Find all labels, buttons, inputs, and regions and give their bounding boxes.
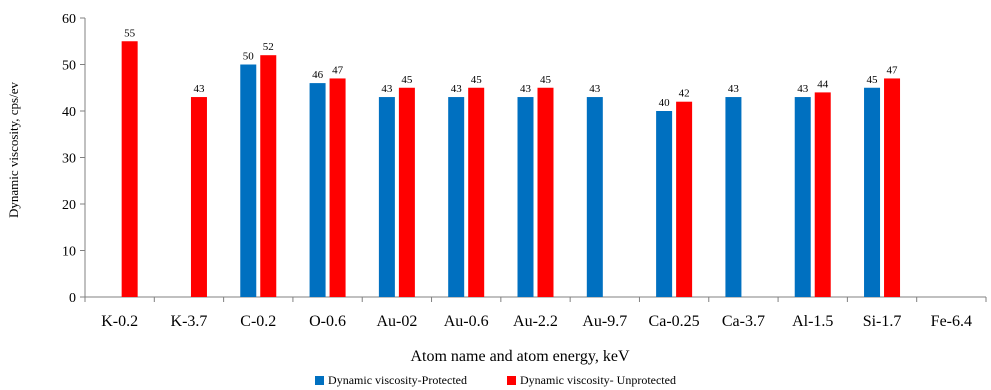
bar-protected xyxy=(240,64,257,297)
x-tick-label: Si-1.7 xyxy=(863,313,902,330)
data-label-protected: 46 xyxy=(312,69,324,81)
data-label-unprotected: 45 xyxy=(540,74,552,86)
data-label-protected: 43 xyxy=(728,83,740,95)
x-tick-label: Fe-6.4 xyxy=(931,313,972,330)
data-label-unprotected: 55 xyxy=(124,27,136,39)
x-tick-label: C-0.2 xyxy=(240,313,276,330)
legend-swatch-protected xyxy=(315,375,325,385)
y-tick-label: 60 xyxy=(62,12,76,27)
x-tick-label: Au-02 xyxy=(376,313,417,330)
data-label-protected: 40 xyxy=(659,97,671,109)
y-tick-label: 30 xyxy=(62,152,76,167)
data-label-unprotected: 45 xyxy=(401,74,413,86)
data-label-protected: 43 xyxy=(520,83,532,95)
x-tick-label: Au-0.6 xyxy=(444,313,489,330)
bar-unprotected xyxy=(190,97,207,297)
bar-unprotected xyxy=(121,41,138,297)
bar-unprotected xyxy=(884,78,901,297)
x-tick-label: K-0.2 xyxy=(101,313,138,330)
data-label-protected: 43 xyxy=(451,83,463,95)
bar-unprotected xyxy=(814,92,831,298)
x-tick-label: Au-2.2 xyxy=(513,313,558,330)
bar-unprotected xyxy=(537,87,554,297)
data-label-protected: 43 xyxy=(381,83,393,95)
y-tick-label: 10 xyxy=(62,245,76,260)
data-label-unprotected: 52 xyxy=(263,41,274,53)
bar-protected xyxy=(517,97,534,297)
legend-item-unprotected: Dynamic viscosity- Unprotected xyxy=(507,373,676,388)
bar-unprotected xyxy=(398,87,415,297)
data-label-unprotected: 47 xyxy=(332,64,344,76)
bar-protected xyxy=(864,87,881,297)
chart-bars xyxy=(121,41,901,298)
x-tick-label: Al-1.5 xyxy=(792,313,833,330)
x-tick-label: Ca-3.7 xyxy=(722,313,765,330)
data-label-unprotected: 43 xyxy=(193,83,205,95)
y-tick-label: 0 xyxy=(69,291,76,306)
x-axis-title: Atom name and atom energy, keV xyxy=(410,348,629,365)
y-tick-label: 50 xyxy=(62,59,76,74)
y-tick-label: 40 xyxy=(62,105,76,120)
bar-protected xyxy=(586,97,603,297)
bar-protected xyxy=(656,111,673,297)
chart-axes: 0 10 20 30 40 50 60 K-0.2 K-3.7 C-0.2 O-0.6 Au-02 Au… xyxy=(62,12,987,330)
data-label-unprotected: 47 xyxy=(887,64,899,76)
data-label-unprotected: 42 xyxy=(679,88,690,100)
legend-label-protected: Dynamic viscosity-Protected xyxy=(328,372,467,387)
bar-protected xyxy=(378,97,395,297)
bar-unprotected xyxy=(676,101,693,297)
chart-legend: Dynamic viscosity-Protected Dynamic visc… xyxy=(0,372,991,388)
bar-unprotected xyxy=(260,55,277,298)
legend-item-protected: Dynamic viscosity-Protected xyxy=(315,373,467,388)
x-tick-label: K-3.7 xyxy=(171,313,208,330)
legend-swatch-unprotected xyxy=(507,375,516,385)
bar-protected xyxy=(448,97,465,297)
x-tick-label: Au-9.7 xyxy=(582,313,627,330)
bar-protected xyxy=(725,97,742,297)
bar-protected xyxy=(309,83,326,297)
data-label-protected: 45 xyxy=(867,74,879,86)
legend-label-unprotected: Dynamic viscosity- Unprotected xyxy=(520,372,676,387)
bar-protected xyxy=(794,97,811,297)
x-tick-label: Ca-0.25 xyxy=(649,313,700,330)
data-label-protected: 43 xyxy=(797,83,809,95)
bar-unprotected xyxy=(468,87,485,297)
data-label-protected: 50 xyxy=(243,51,255,63)
y-tick-label: 20 xyxy=(62,198,76,213)
data-label-unprotected: 44 xyxy=(817,78,829,90)
x-tick-label: O-0.6 xyxy=(309,313,346,330)
bar-chart: 0 10 20 30 40 50 60 K-0.2 K-3.7 C-0.2 O-0.6 Au-02 Au… xyxy=(6,12,987,365)
bar-unprotected xyxy=(329,78,346,297)
data-label-protected: 43 xyxy=(589,83,601,95)
data-label-unprotected: 45 xyxy=(471,74,483,86)
y-axis-title: Dynamic viscosity, cps/ev xyxy=(6,82,21,218)
chart-data-labels: 50 46 43 43 43 43 40 43 43 45 55 43 52 47 45 45 45 42 44 47 xyxy=(124,27,898,109)
